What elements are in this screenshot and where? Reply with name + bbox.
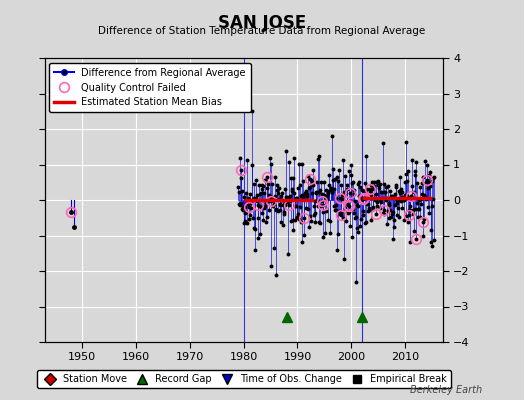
Text: Difference of Station Temperature Data from Regional Average: Difference of Station Temperature Data f… [99,26,425,36]
Text: Berkeley Earth: Berkeley Earth [410,385,482,395]
Legend: Station Move, Record Gap, Time of Obs. Change, Empirical Break: Station Move, Record Gap, Time of Obs. C… [37,370,451,388]
Text: SAN JOSE: SAN JOSE [218,14,306,32]
